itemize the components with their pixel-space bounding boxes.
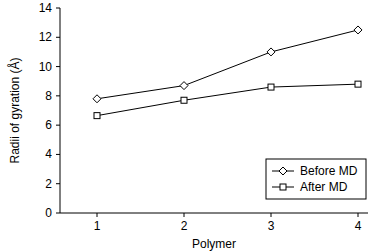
data-point	[354, 26, 362, 34]
x-tick	[97, 213, 98, 217]
x-tick	[358, 213, 359, 217]
x-tick	[184, 213, 185, 217]
y-tick	[56, 125, 60, 126]
data-point	[93, 95, 101, 103]
y-tick	[56, 213, 60, 214]
data-point	[181, 97, 187, 103]
data-point	[267, 48, 275, 56]
x-tick-label: 1	[94, 219, 101, 233]
y-tick-label: 10	[39, 60, 53, 74]
legend-marker	[280, 184, 286, 190]
data-point	[94, 113, 100, 119]
y-tick	[56, 66, 60, 67]
series-line	[97, 84, 358, 115]
series-line	[97, 30, 358, 99]
legend-label: After MD	[300, 180, 348, 194]
y-tick-label: 6	[45, 118, 52, 132]
x-axis-label: Polymer	[192, 237, 236, 251]
y-tick-label: 12	[39, 30, 53, 44]
legend-marker	[279, 167, 287, 175]
y-tick-label: 8	[45, 89, 52, 103]
y-tick-label: 2	[45, 177, 52, 191]
y-tick	[56, 37, 60, 38]
y-tick-label: 4	[45, 147, 52, 161]
y-tick-label: 14	[39, 1, 53, 15]
x-tick-label: 2	[181, 219, 188, 233]
data-point	[268, 84, 274, 90]
data-point	[180, 82, 188, 90]
x-tick-label: 3	[268, 219, 275, 233]
legend-label: Before MD	[300, 164, 358, 178]
chart: 024681012141234PolymerRadii of gyration …	[0, 0, 375, 252]
plot-area	[93, 26, 362, 119]
x-tick-label: 4	[355, 219, 362, 233]
x-axis	[60, 213, 368, 214]
y-tick	[56, 8, 60, 9]
legend	[266, 159, 366, 199]
y-axis-label: Radii of gyration (Å)	[7, 57, 22, 163]
y-tick	[56, 95, 60, 96]
y-tick	[56, 183, 60, 184]
y-axis	[60, 8, 61, 213]
y-tick-label: 0	[45, 206, 52, 220]
data-point	[355, 81, 361, 87]
y-tick	[56, 154, 60, 155]
x-tick	[271, 213, 272, 217]
